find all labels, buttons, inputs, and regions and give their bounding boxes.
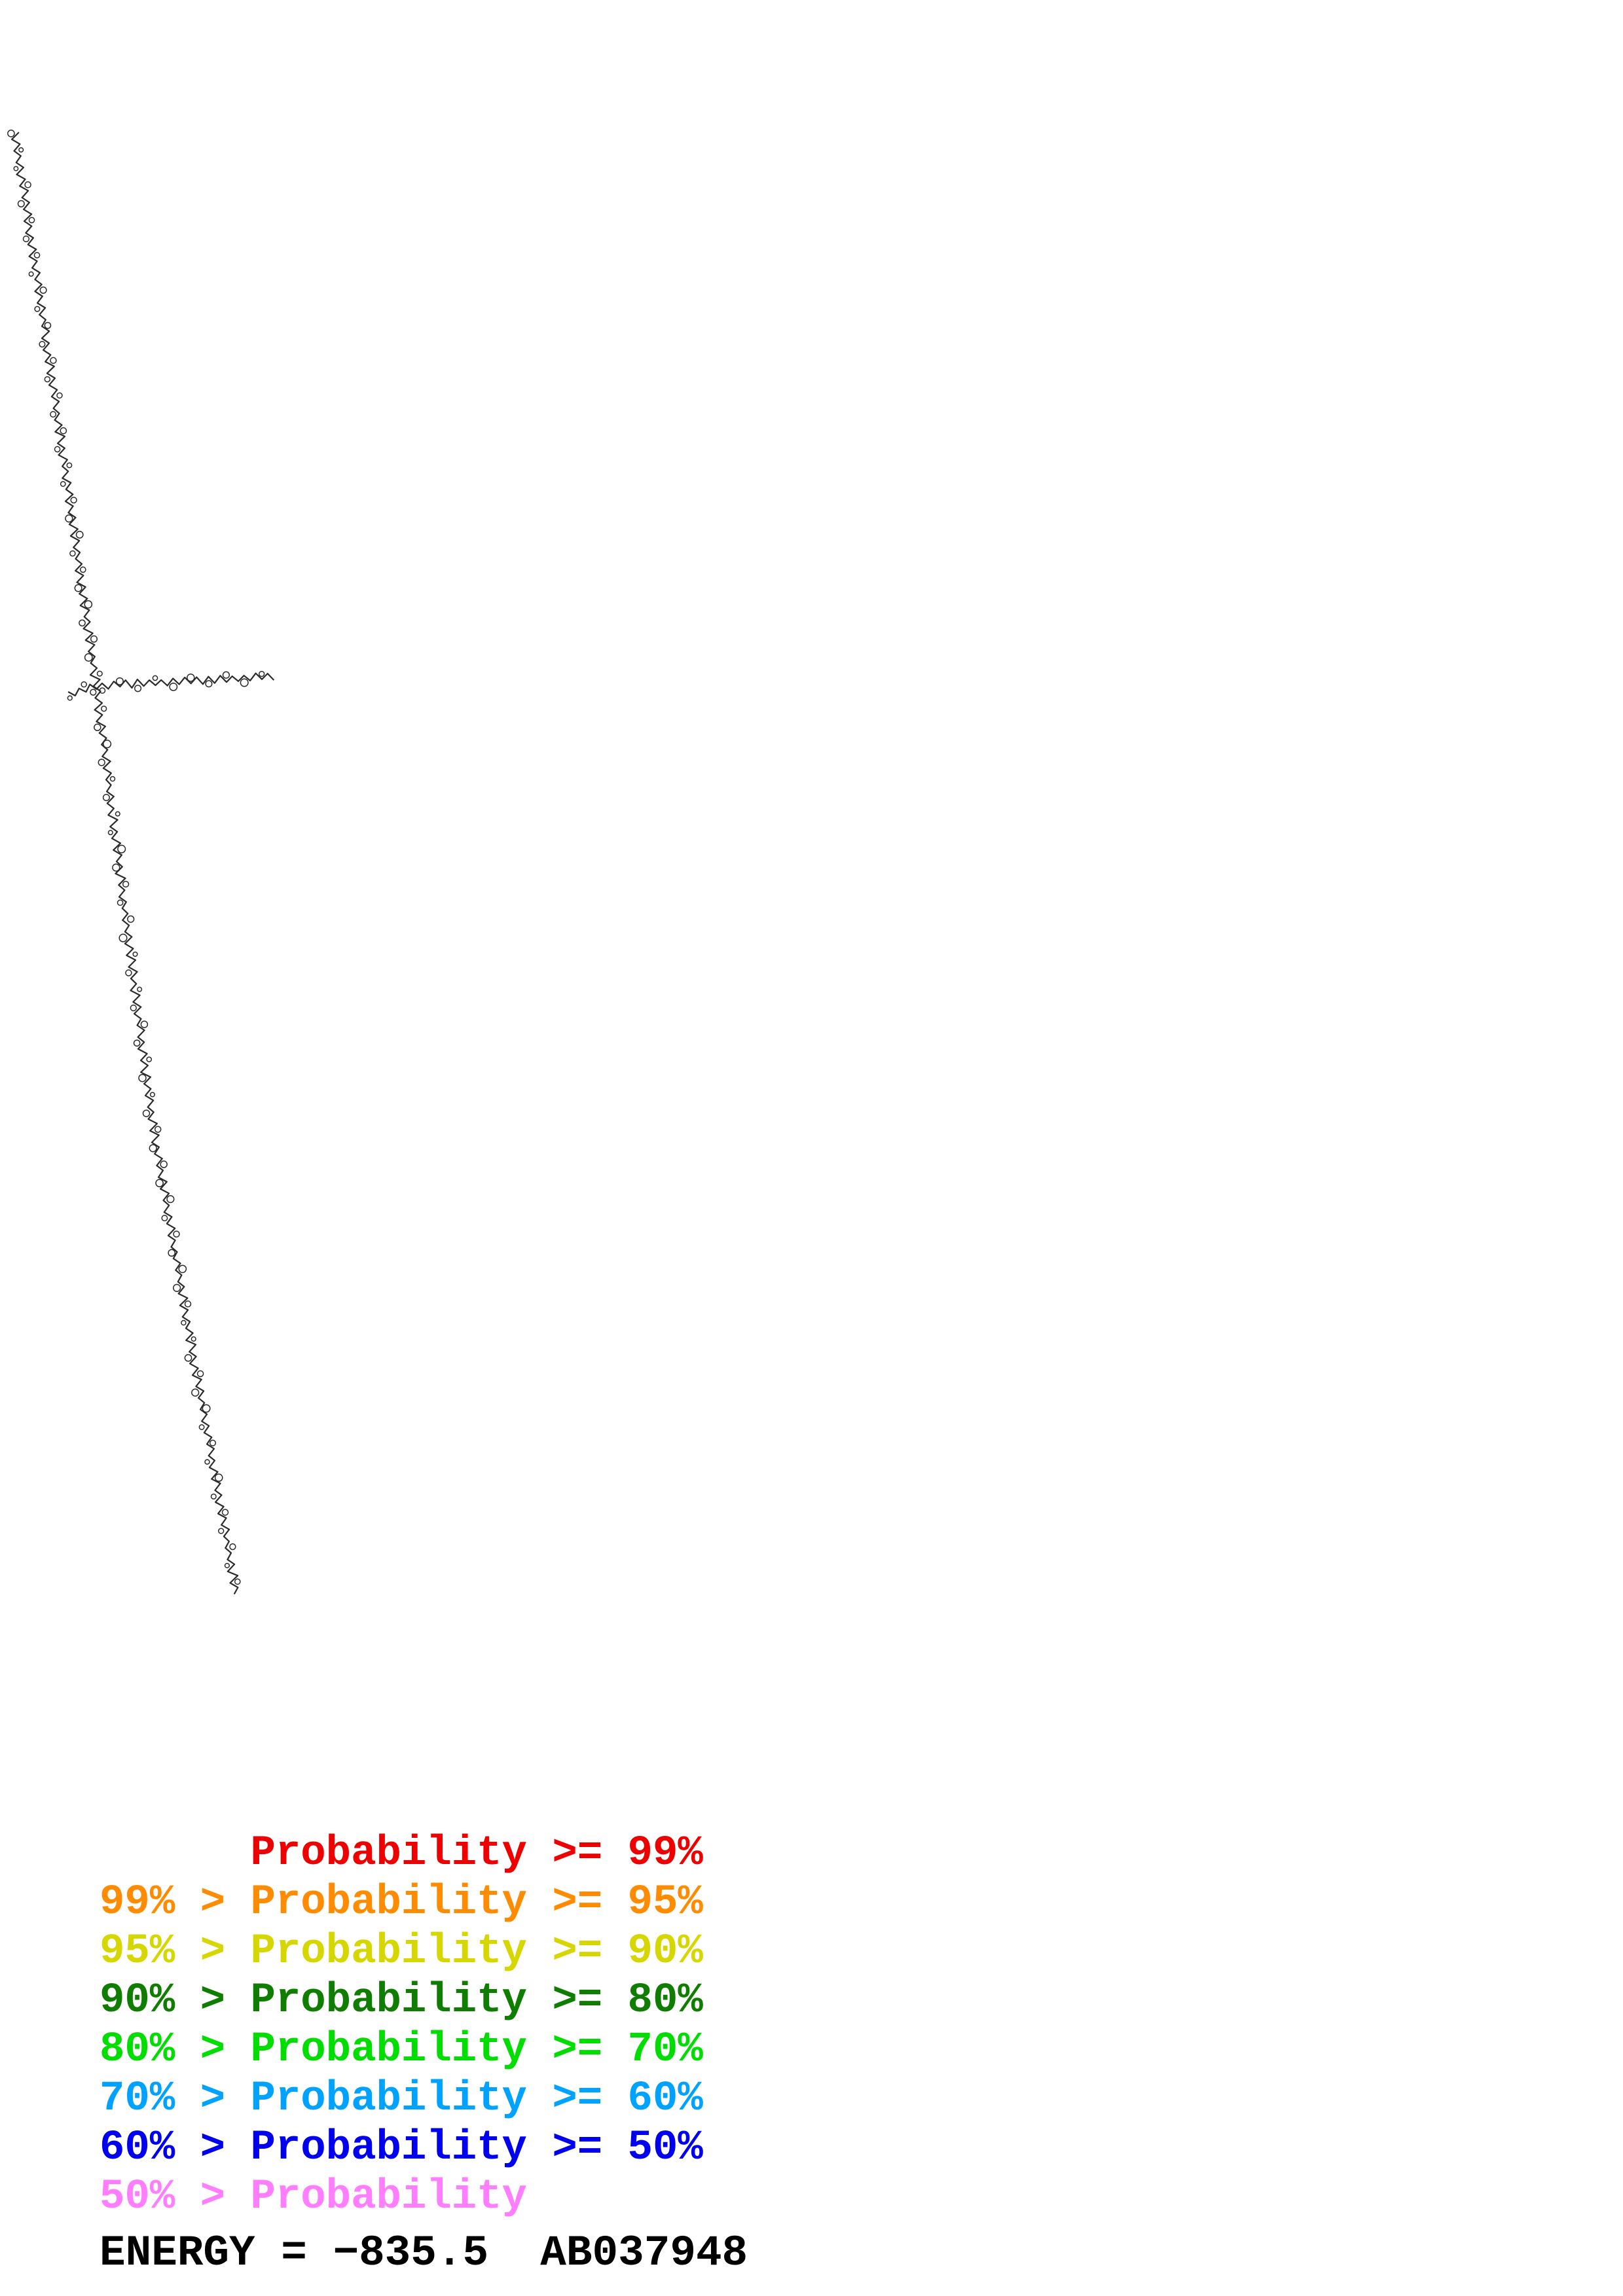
legend-row-70: 80% > Probability >= 70%	[100, 2026, 703, 2073]
energy-label: ENERGY = −835.5 AB037948	[100, 2229, 748, 2278]
legend-row-50: 60% > Probability >= 50%	[100, 2125, 703, 2172]
legend-row-90: 95% > Probability >= 90%	[100, 1928, 703, 1975]
probability-legend: Probability >= 99% 99% > Probability >= …	[100, 1829, 703, 2222]
legend-row-80: 90% > Probability >= 80%	[100, 1977, 703, 2024]
legend-row-60: 70% > Probability >= 60%	[100, 2075, 703, 2123]
legend-row-below50: 50% > Probability	[100, 2174, 527, 2221]
legend-row-99: Probability >= 99%	[100, 1830, 703, 1877]
legend-row-95: 99% > Probability >= 95%	[100, 1879, 703, 1926]
